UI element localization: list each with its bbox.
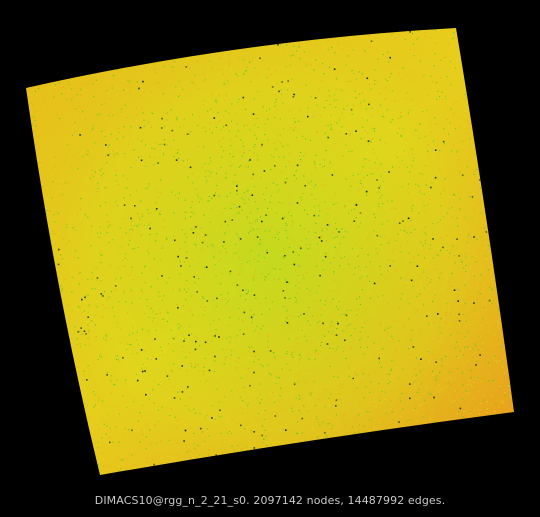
- node-speckles: [26, 28, 514, 475]
- graph-caption: DIMACS10@rgg_n_2_21_s0. 2097142 nodes, 1…: [94, 494, 446, 507]
